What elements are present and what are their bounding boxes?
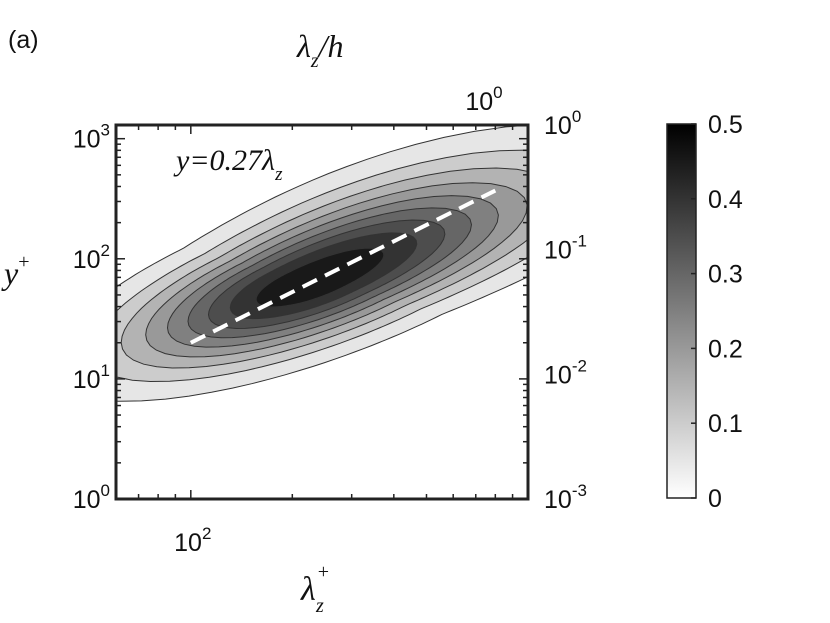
y-tick-label: 100 (73, 481, 110, 514)
top-tick-label: 100 (465, 83, 502, 116)
x-tick-label: 102 (174, 524, 211, 557)
y-tick-label: 101 (73, 361, 110, 394)
x-axis-title: λ + z (300, 561, 329, 617)
colorbar-tick-label: 0.5 (708, 111, 743, 139)
right-tick-label: 10-3 (544, 481, 587, 514)
tick-labels: 100 101 102 103 10-3 10-2 10-1 100 102 100 (73, 83, 587, 557)
fit-line-layer (189, 188, 497, 345)
colorbar-tick-label: 0.4 (708, 186, 743, 214)
colorbar: 0 0.1 0.2 0.3 0.4 0.5 (666, 111, 743, 513)
right-tick-label: 100 (544, 107, 581, 140)
y-tick-label: 102 (73, 241, 110, 274)
plot-area (114, 123, 530, 501)
colorbar-tick-label: 0.2 (708, 335, 743, 363)
colorbar-tick-label: 0 (708, 485, 722, 513)
colorbar-gradient (666, 123, 697, 499)
top-axis-title: λz/h (296, 28, 344, 72)
plot-frame (114, 123, 530, 501)
colorbar-ticks: 0 0.1 0.2 0.3 0.4 0.5 (691, 111, 743, 513)
right-tick-label: 10-1 (544, 232, 587, 265)
tick-marks (115, 125, 529, 500)
y-axis-title: y+ (1, 251, 29, 291)
y-tick-label: 103 (73, 121, 110, 154)
fit-line (189, 188, 497, 345)
panel-label: (a) (8, 26, 39, 54)
colorbar-tick-label: 0.3 (708, 261, 743, 289)
right-tick-label: 10-2 (544, 356, 587, 389)
colorbar-tick-label: 0.1 (708, 410, 743, 438)
